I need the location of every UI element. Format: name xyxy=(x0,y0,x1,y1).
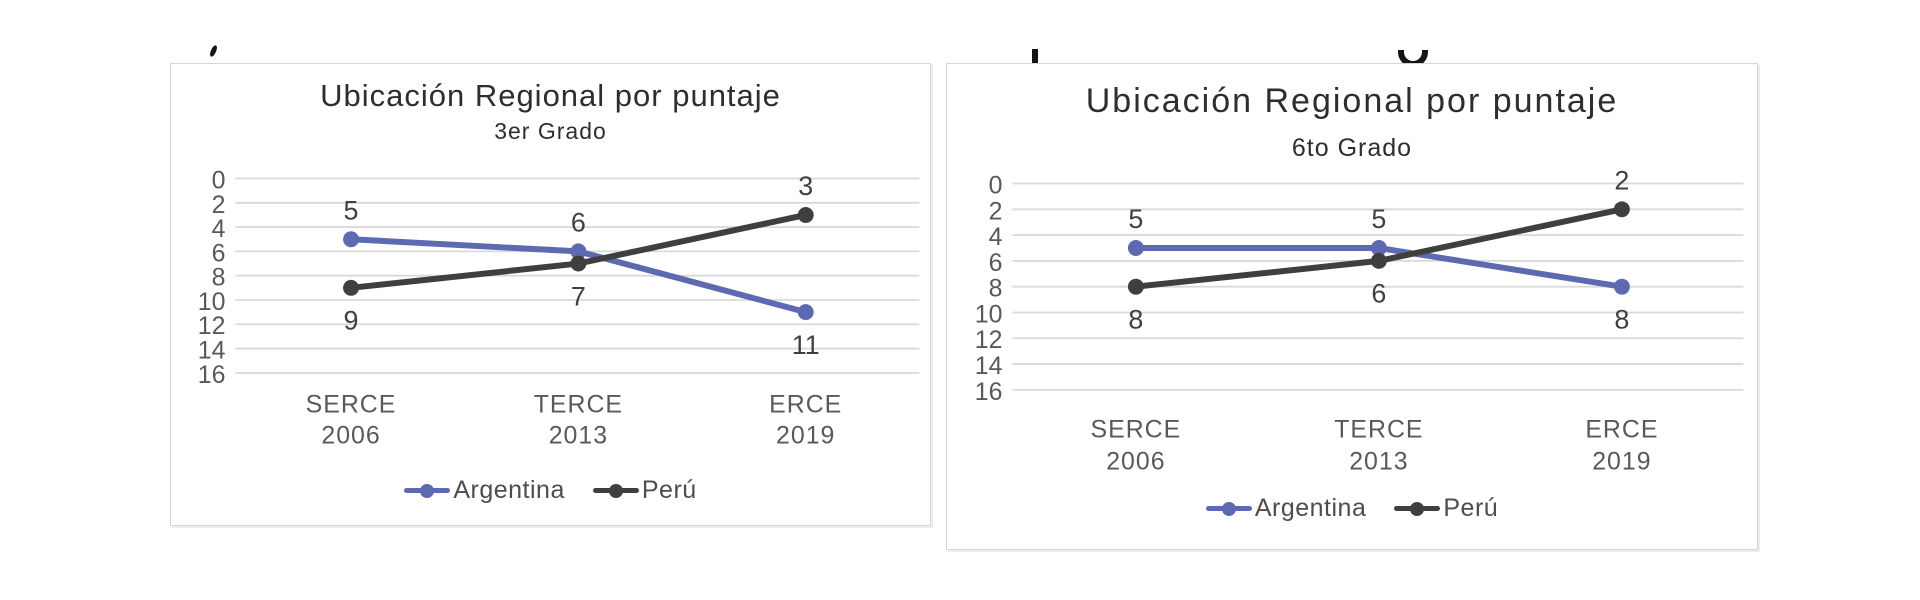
y-tick-label: 16 xyxy=(198,361,226,389)
data-point xyxy=(1127,278,1144,295)
data-point xyxy=(343,231,359,248)
y-tick-label: 8 xyxy=(989,275,1003,303)
x-category-year: 2006 xyxy=(321,421,380,449)
legend-marker-dot-icon xyxy=(420,483,435,498)
legend-marker-dot-icon xyxy=(1221,501,1236,516)
line-chart-3er-grado: 0246810121416SERCE2006TERCE2013ERCE20195… xyxy=(198,166,920,449)
legend-item-argentina: Argentina xyxy=(404,476,565,505)
value-label: 3 xyxy=(798,171,813,201)
cropped-heading-fragment-letter-stem xyxy=(1032,49,1038,63)
x-category-label: ERCE xyxy=(1585,415,1658,443)
data-point xyxy=(570,243,587,260)
data-point xyxy=(343,279,359,296)
y-tick-label: 14 xyxy=(975,352,1003,380)
value-label: 6 xyxy=(571,207,586,237)
legend-marker-dot-icon xyxy=(1410,501,1425,516)
chart-legend: Argentina Perú xyxy=(171,476,930,505)
data-point xyxy=(1613,278,1630,295)
y-tick-label: 14 xyxy=(198,337,226,365)
legend-item-peru: Perú xyxy=(1394,494,1498,523)
legend-label: Argentina xyxy=(1254,494,1367,522)
legend-marker-line-icon xyxy=(404,483,451,498)
y-tick-label: 12 xyxy=(975,326,1003,354)
value-label: 9 xyxy=(344,306,359,336)
value-label: 5 xyxy=(1371,204,1386,234)
y-tick-label: 10 xyxy=(198,288,226,316)
x-category-label: TERCE xyxy=(534,390,623,418)
chart-panel-6to-grado: Ubicación Regional por puntaje 6to Grado… xyxy=(946,63,1758,550)
legend-item-argentina: Argentina xyxy=(1205,494,1367,523)
x-category-label: ERCE xyxy=(769,390,842,418)
chart-legend: Argentina Perú xyxy=(947,494,1757,523)
chart-title: Ubicación Regional por puntaje xyxy=(1085,82,1619,120)
value-label: 7 xyxy=(571,281,586,311)
x-category-year: 2006 xyxy=(1106,447,1165,475)
legend-marker-line-icon xyxy=(1394,501,1441,516)
y-tick-label: 4 xyxy=(212,215,226,243)
x-category-year: 2019 xyxy=(1592,447,1651,475)
y-tick-label: 2 xyxy=(989,197,1003,225)
legend-marker-line-icon xyxy=(1205,501,1252,516)
value-label: 11 xyxy=(792,330,820,360)
y-tick-label: 10 xyxy=(975,300,1003,328)
data-point xyxy=(570,255,587,272)
chart-subtitle: 3er Grado xyxy=(494,118,607,144)
value-label: 6 xyxy=(1371,279,1386,309)
y-tick-label: 6 xyxy=(989,249,1003,277)
chart-subtitle: 6to Grado xyxy=(1291,134,1413,162)
legend-label: Perú xyxy=(1443,494,1499,522)
data-point xyxy=(797,304,814,321)
data-point xyxy=(1613,201,1630,218)
y-tick-label: 6 xyxy=(212,239,226,267)
legend-item-peru: Perú xyxy=(592,476,697,505)
chart-panel-3er-grado: Ubicación Regional por puntaje 3er Grado… xyxy=(170,63,931,526)
data-point xyxy=(1127,240,1144,256)
legend-marker-dot-icon xyxy=(608,483,623,498)
value-label: 8 xyxy=(1614,305,1629,335)
x-category-year: 2019 xyxy=(776,421,835,449)
data-point xyxy=(1370,252,1387,269)
y-tick-label: 8 xyxy=(212,264,226,292)
x-category-year: 2013 xyxy=(1349,447,1408,475)
y-tick-label: 0 xyxy=(212,166,226,194)
legend-marker-line-icon xyxy=(592,483,639,498)
legend-label: Perú xyxy=(641,476,697,504)
chart-title: Ubicación Regional por puntaje xyxy=(320,78,781,113)
data-point xyxy=(1370,240,1387,256)
y-tick-label: 4 xyxy=(989,223,1003,251)
x-category-year: 2013 xyxy=(549,421,608,449)
x-category-label: TERCE xyxy=(1334,415,1423,443)
legend-label: Argentina xyxy=(453,476,565,504)
y-tick-label: 16 xyxy=(975,378,1003,406)
cropped-heading-fragment-comma xyxy=(208,44,219,58)
value-label: 2 xyxy=(1614,165,1629,195)
y-tick-label: 0 xyxy=(989,171,1003,199)
y-tick-label: 12 xyxy=(198,312,226,340)
value-label: 5 xyxy=(344,195,359,225)
x-category-label: SERCE xyxy=(306,390,397,418)
line-chart-6to-grado: 0246810121416SERCE2006TERCE2013ERCE20195… xyxy=(975,165,1744,475)
data-point xyxy=(797,206,814,223)
y-tick-label: 2 xyxy=(212,191,226,219)
value-label: 5 xyxy=(1128,204,1143,234)
x-category-label: SERCE xyxy=(1091,415,1182,443)
value-label: 8 xyxy=(1128,305,1143,335)
